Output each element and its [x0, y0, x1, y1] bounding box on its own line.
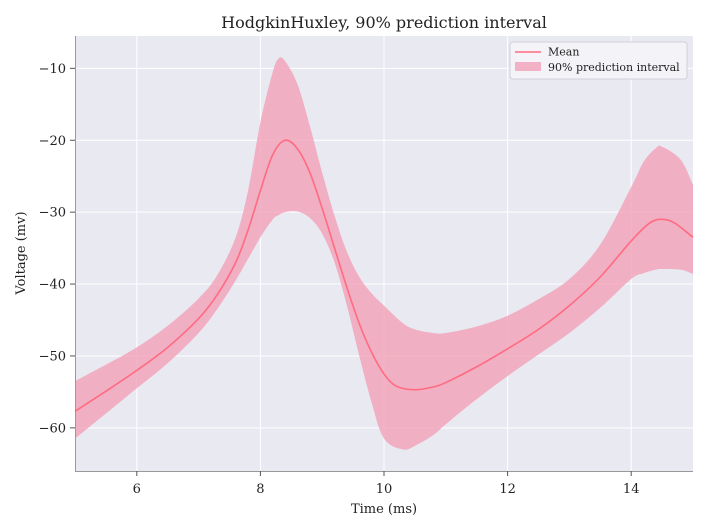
x-tick-label: 8 — [256, 482, 264, 497]
y-tick-label: −10 — [39, 62, 66, 77]
y-tick-label: −60 — [39, 421, 66, 436]
y-tick-label: −50 — [39, 349, 66, 364]
y-axis-label: Voltage (mv) — [14, 211, 29, 295]
x-tick-label: 12 — [499, 482, 516, 497]
legend-mean-label: Mean — [548, 46, 579, 59]
y-tick-label: −30 — [39, 206, 66, 221]
y-tick-label: −40 — [39, 278, 66, 293]
legend-box — [509, 41, 688, 80]
x-tick-label: 10 — [376, 482, 393, 497]
x-axis-ticks: 6 8 10 12 14 — [133, 471, 640, 497]
x-tick-label: 14 — [623, 482, 640, 497]
legend-band-swatch — [515, 62, 541, 71]
x-axis-label: Time (ms) — [351, 502, 417, 517]
y-axis-ticks: −10 −20 −30 −40 −50 −60 — [39, 62, 75, 436]
legend-band-label: 90% prediction interval — [548, 61, 680, 74]
y-tick-label: −20 — [39, 134, 66, 149]
legend: Mean 90% prediction interval — [509, 41, 688, 80]
mean-line — [74, 139, 694, 412]
x-tick-label: 6 — [133, 482, 141, 497]
chart-title: HodgkinHuxley, 90% prediction interval — [221, 13, 547, 32]
prediction-interval-band — [75, 57, 693, 450]
